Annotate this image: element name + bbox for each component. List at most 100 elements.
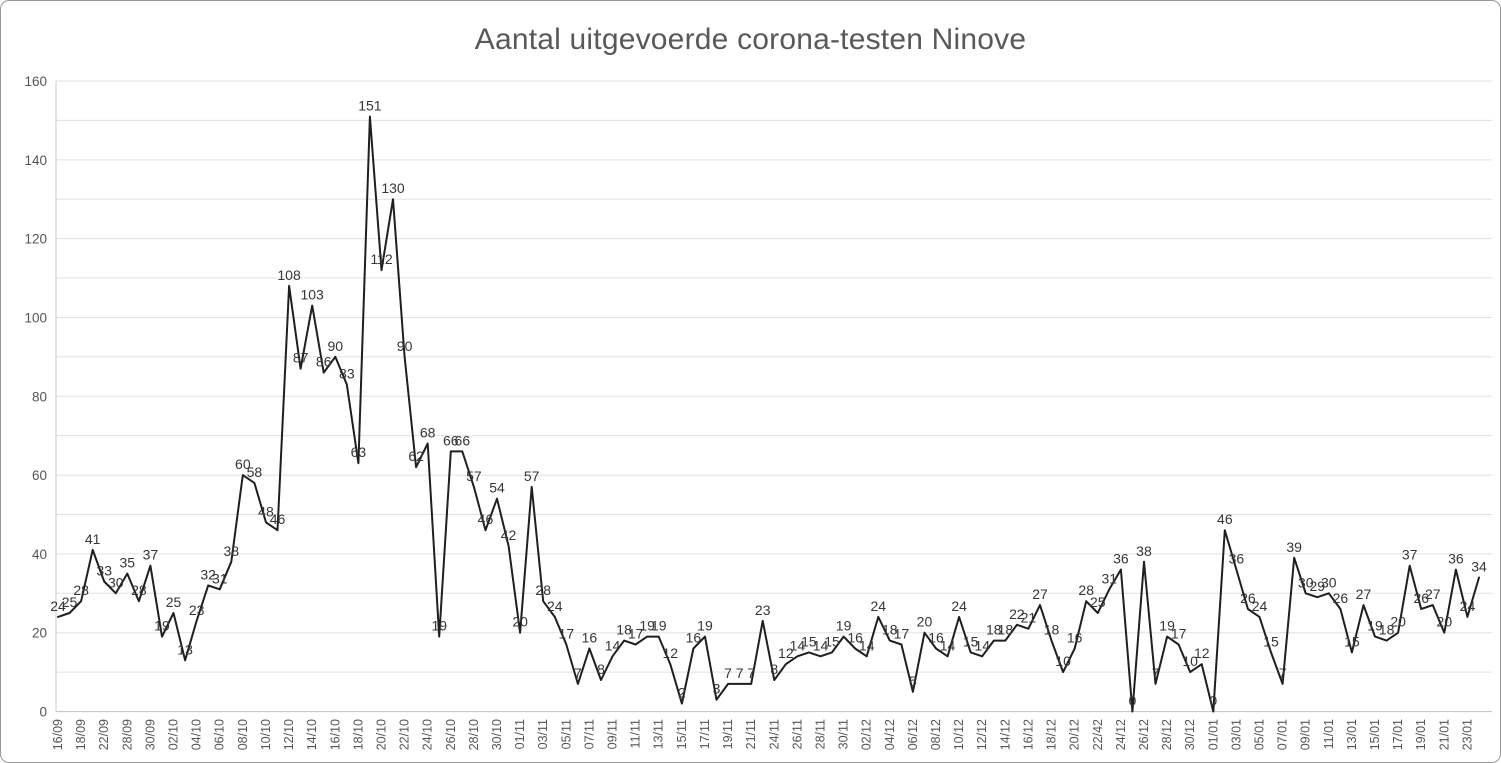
data-label: 24 — [870, 598, 886, 614]
data-label: 31 — [212, 570, 228, 586]
x-tick-label: 13/11 — [652, 719, 666, 749]
x-tick-label: 06/12 — [906, 719, 920, 750]
data-label: 57 — [524, 468, 540, 484]
x-tick-label: 16/10 — [328, 719, 342, 750]
x-tick-label: 22/10 — [398, 719, 412, 750]
data-label: 24 — [547, 598, 563, 614]
x-tick-label: 30/09 — [143, 719, 157, 750]
data-label: 66 — [443, 432, 459, 448]
x-tick-label: 08/12 — [929, 719, 943, 750]
x-tick-label: 06/10 — [213, 719, 227, 750]
data-label: 38 — [224, 543, 240, 559]
x-tick-label: 24/10 — [421, 719, 435, 750]
data-label: 62 — [408, 448, 424, 464]
x-tick-label: 09/11 — [606, 719, 620, 749]
x-tick-label: 26/11 — [790, 719, 804, 749]
x-tick-label: 23/01 — [1460, 719, 1474, 750]
y-tick-label: 40 — [32, 547, 47, 562]
data-label: 14 — [790, 637, 806, 653]
data-label: 15 — [824, 633, 840, 649]
data-label: 90 — [327, 338, 343, 354]
x-tick-label: 18/12 — [1045, 719, 1059, 750]
data-label: 68 — [420, 425, 436, 441]
data-label: 12 — [663, 645, 679, 661]
y-tick-label: 20 — [32, 626, 47, 641]
x-tick-label: 16/09 — [51, 719, 65, 750]
x-tick-label: 22/09 — [97, 719, 111, 750]
data-label: 20 — [1390, 614, 1406, 630]
x-tick-label: 19/11 — [721, 719, 735, 749]
data-label: 10 — [1182, 653, 1198, 669]
data-label: 60 — [235, 456, 251, 472]
data-label: 19 — [431, 618, 447, 634]
data-label: 33 — [96, 562, 112, 578]
x-tick-label: 11/01 — [1322, 719, 1336, 749]
data-label: 5 — [909, 673, 917, 689]
data-label: 28 — [131, 582, 147, 598]
x-tick-label: 01/11 — [513, 719, 527, 749]
data-label: 20 — [512, 614, 528, 630]
data-label: 7 — [724, 665, 732, 681]
data-label: 66 — [455, 432, 471, 448]
data-label: 19 — [639, 618, 655, 634]
data-label: 7 — [1279, 665, 1287, 681]
x-tick-label: 30/11 — [837, 719, 851, 749]
data-label: 35 — [120, 555, 136, 571]
y-tick-label: 60 — [32, 468, 47, 483]
data-label: 39 — [1286, 539, 1302, 555]
x-tick-label: 04/12 — [883, 719, 897, 750]
data-label: 0 — [1209, 693, 1217, 709]
x-tick-label: 08/10 — [236, 719, 250, 750]
x-tick-label: 19/01 — [1414, 719, 1428, 750]
x-tick-label: 30/10 — [490, 719, 504, 750]
data-label: 46 — [270, 511, 286, 527]
x-tick-label: 21/01 — [1437, 719, 1451, 750]
x-tick-label: 11/11 — [629, 719, 643, 748]
data-label: 8 — [597, 661, 605, 677]
data-label: 23 — [189, 602, 205, 618]
x-tick-label: 10/12 — [952, 719, 966, 750]
data-label: 86 — [316, 354, 332, 370]
x-tick-label: 17/11 — [698, 719, 712, 749]
data-label: 28 — [535, 582, 551, 598]
x-tick-label: 24/12 — [1114, 719, 1128, 750]
x-tick-label: 20/12 — [1068, 719, 1082, 750]
data-label: 37 — [1402, 547, 1418, 563]
data-label: 0 — [1129, 693, 1137, 709]
x-tick-label: 14/10 — [305, 719, 319, 750]
data-label: 42 — [501, 527, 517, 543]
x-tick-label: 12/10 — [282, 719, 296, 750]
data-label: 15 — [1344, 633, 1360, 649]
x-tick-label: 22/42 — [1091, 719, 1105, 750]
y-tick-label: 120 — [24, 232, 47, 247]
x-tick-label: 07/01 — [1276, 719, 1290, 750]
data-label: 29 — [1309, 578, 1325, 594]
data-label: 18 — [616, 622, 632, 638]
data-label: 15 — [1263, 633, 1279, 649]
data-label: 10 — [1055, 653, 1071, 669]
data-label: 7 — [747, 665, 755, 681]
data-label: 28 — [1078, 582, 1094, 598]
x-tick-label: 13/01 — [1345, 719, 1359, 750]
data-label: 18 — [986, 622, 1002, 638]
data-label: 27 — [1425, 586, 1441, 602]
data-label: 30 — [1321, 574, 1337, 590]
data-label: 25 — [166, 594, 182, 610]
data-label: 7 — [1152, 665, 1160, 681]
x-tick-label: 05/01 — [1252, 719, 1266, 750]
x-tick-label: 24/11 — [767, 719, 781, 749]
x-tick-label: 17/01 — [1391, 719, 1405, 750]
data-label: 24 — [951, 598, 967, 614]
data-label: 17 — [628, 626, 644, 642]
data-label: 14 — [859, 637, 875, 653]
data-label: 17 — [559, 626, 575, 642]
data-label: 16 — [1067, 629, 1083, 645]
x-tick-label: 09/01 — [1299, 719, 1313, 750]
x-tick-label: 18/09 — [74, 719, 88, 750]
y-tick-label: 160 — [24, 74, 47, 89]
x-tick-label: 28/10 — [467, 719, 481, 750]
data-label: 26 — [1240, 590, 1256, 606]
data-label: 63 — [351, 444, 367, 460]
data-label: 32 — [200, 566, 216, 582]
data-label: 26 — [1413, 590, 1429, 606]
